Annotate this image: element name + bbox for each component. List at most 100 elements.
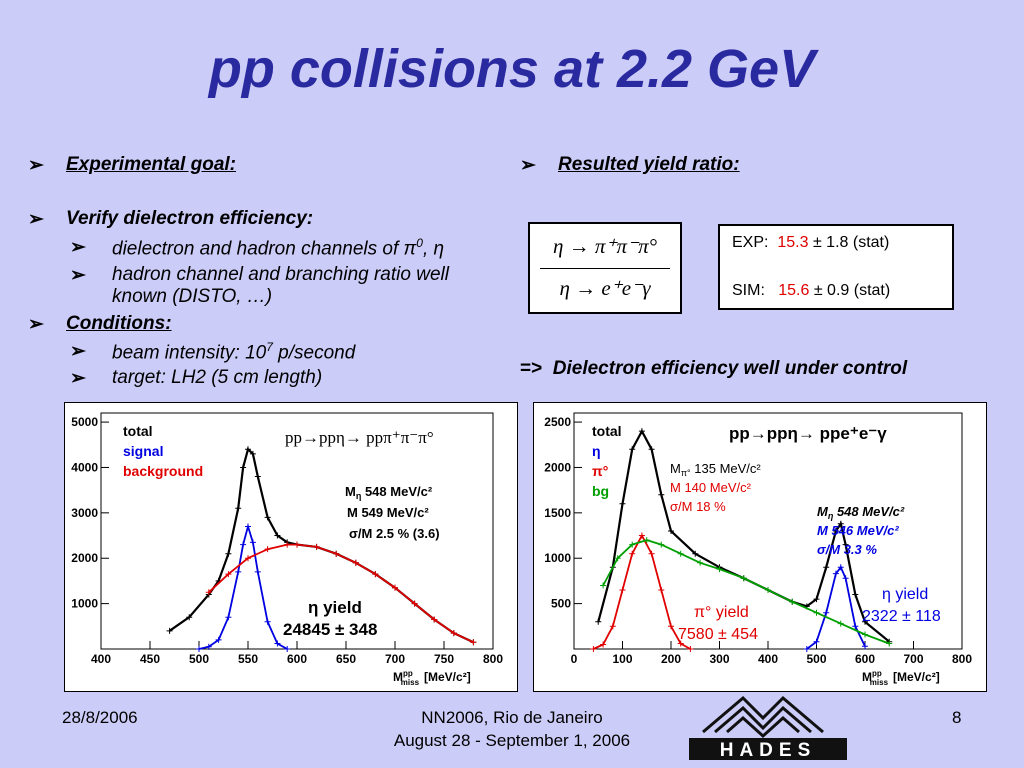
series-signal-point xyxy=(249,539,256,546)
y-tick-label: 4000 xyxy=(71,460,98,474)
series-background-point xyxy=(372,571,379,578)
series-total-point xyxy=(249,450,256,457)
fit-param: σ/M 2.5 % (3.6) xyxy=(349,526,440,541)
legend-item: π° xyxy=(592,463,608,479)
exp-value: 15.3 xyxy=(777,234,809,251)
fraction-line xyxy=(540,268,670,269)
series-bg-point xyxy=(886,640,893,647)
series-total-point xyxy=(264,514,271,521)
series-bg-point xyxy=(813,609,820,616)
pi0-yield-value: 7580 ± 454 xyxy=(678,626,758,643)
series-signal-point xyxy=(205,643,212,650)
x-tick-label: 800 xyxy=(483,652,503,666)
x-tick-label: 500 xyxy=(806,652,826,666)
eta-symbol: η xyxy=(433,238,445,260)
bullet-hadron-cont: known (DISTO, …) xyxy=(70,286,272,308)
series-pi0-point xyxy=(658,587,665,593)
footer-dates: August 28 - September 1, 2006 xyxy=(393,731,631,750)
series-signal-point xyxy=(245,523,251,530)
pi-symbol: π xyxy=(403,238,417,260)
series-pi0-line xyxy=(593,533,691,650)
series-total-point xyxy=(595,618,602,625)
bullet-yield-ratio: ➢ Resulted yield ratio: xyxy=(520,154,740,176)
series-eta-point xyxy=(842,575,849,582)
series-total-point xyxy=(638,428,645,435)
y-tick-label: 500 xyxy=(551,597,571,611)
ratio-formula-box: η → π⁺π⁻π° η → e⁺e⁻γ xyxy=(528,222,682,314)
bullet-verify: ➢ Verify dielectron efficiency: xyxy=(28,208,313,230)
page-number: 8 xyxy=(952,708,962,727)
series-bg-point xyxy=(789,598,796,605)
chart-title: pp→ppη→ ppe⁺e⁻γ xyxy=(729,424,887,443)
series-signal-point xyxy=(225,614,232,621)
yield-results-box: EXP: 15.3 ± 1.8 (stat) SIM: 15.6 ± 0.9 (… xyxy=(718,224,954,310)
ratio-numerator: η → π⁺π⁻π° xyxy=(552,234,658,258)
series-background-point xyxy=(352,559,359,566)
y-tick-label: 1000 xyxy=(71,597,98,611)
series-pi0-point xyxy=(619,587,626,593)
series-total-point xyxy=(692,550,699,557)
series-background-point xyxy=(284,541,291,548)
series-bg-point xyxy=(600,582,607,589)
series-total-point xyxy=(832,528,839,534)
series-background-point xyxy=(294,541,300,548)
series-total-point xyxy=(225,550,232,557)
series-bg-point xyxy=(658,541,665,548)
bullet-hadron: ➢ hadron channel and branching ratio wel… xyxy=(70,264,449,286)
series-bg-point xyxy=(643,537,650,544)
series-total-point xyxy=(823,564,830,571)
fit-param: Mη 548 MeV/c² xyxy=(345,484,433,501)
series-pi0-point xyxy=(590,646,597,652)
sim-value: 15.6 xyxy=(778,282,810,299)
series-pi0-point xyxy=(629,550,636,557)
x-tick-label: 800 xyxy=(952,652,972,666)
series-bg-point xyxy=(862,631,868,638)
series-eta-point xyxy=(837,564,844,571)
series-eta-point xyxy=(832,570,839,577)
arrow-bullet-icon: ➢ xyxy=(28,155,44,176)
series-signal-point xyxy=(196,646,202,652)
legend-item: η xyxy=(592,443,601,459)
series-total-point xyxy=(619,500,626,507)
series-total-point xyxy=(862,618,868,625)
series-background-point xyxy=(450,630,457,637)
footer-date: 28/8/2006 xyxy=(62,708,138,727)
conditions-label: Conditions: xyxy=(66,313,172,334)
arrow-bullet-icon: ➢ xyxy=(28,209,44,230)
intensity-end: p/second xyxy=(272,342,356,364)
x-tick-label: 400 xyxy=(758,652,778,666)
fit-param-eta: σ/M 3.3 % xyxy=(817,542,877,557)
fit-param-eta: M 546 MeV/c² xyxy=(817,523,899,538)
x-tick-label: 450 xyxy=(140,652,160,666)
series-signal-point xyxy=(240,541,247,548)
bullet-goal: ➢ Experimental goal: xyxy=(28,154,236,176)
series-total-point xyxy=(852,591,859,598)
chart-hadronic-panel: 400 450 500 550 600 650 700 750 800 1000 2000 3000 4… xyxy=(64,402,518,692)
series-eta-point xyxy=(823,609,830,616)
arrow-bullet-icon: ➢ xyxy=(70,237,86,258)
conclusion: => Dielectron efficiency well under cont… xyxy=(520,358,907,380)
series-total-point xyxy=(648,446,655,453)
bullet-target: ➢ target: LH2 (5 cm length) xyxy=(70,367,322,389)
hadron-text-2: known (DISTO, …) xyxy=(112,286,273,307)
bullet-conditions: ➢ Conditions: xyxy=(28,313,172,335)
x-tick-label: 750 xyxy=(434,652,454,666)
series-total-point xyxy=(274,532,281,539)
fit-param-pi0: Mπ° 135 MeV/c² xyxy=(670,461,761,478)
series-bg-point xyxy=(740,575,747,582)
page-title: pp collisions at 2.2 GeV xyxy=(208,39,816,99)
x-tick-label: 700 xyxy=(903,652,923,666)
y-tick-label: 2000 xyxy=(71,551,98,565)
series-bg-point xyxy=(837,620,844,627)
arrow-bullet-icon: ➢ xyxy=(70,341,86,362)
fit-param-eta: Mη 548 MeV/c² xyxy=(817,504,905,521)
series-bg-point xyxy=(677,550,684,557)
series-pi0-point xyxy=(687,646,694,652)
footer-conference: NN2006, Rio de Janeiro xyxy=(421,708,603,727)
series-pi0-point xyxy=(638,532,645,539)
series-signal-point xyxy=(215,636,222,643)
legend-background: background xyxy=(123,463,203,479)
hadron-text-1: hadron channel and branching ratio well xyxy=(112,264,449,285)
series-bg-point xyxy=(765,587,771,593)
verify-label: Verify dielectron efficiency: xyxy=(66,208,314,229)
